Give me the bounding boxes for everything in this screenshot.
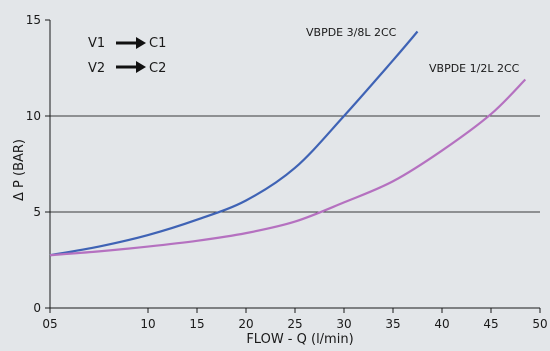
y-axis-label: Δ P (BAR) — [12, 139, 27, 201]
x-tick-label: 45 — [483, 317, 498, 331]
arrow-right-icon — [116, 61, 146, 73]
x-tick-label: 05 — [42, 317, 57, 331]
series-line-2 — [49, 78, 527, 257]
arrow-right-icon — [116, 37, 146, 49]
x-tick-label: 25 — [287, 317, 302, 331]
legend-entry-1-from: V1 — [88, 36, 105, 51]
x-tick-label: 35 — [385, 317, 400, 331]
x-tick-label: 20 — [238, 317, 253, 331]
series — [49, 30, 527, 257]
gridlines — [50, 115, 540, 213]
x-axis-label: FLOW - Q (l/min) — [246, 332, 353, 347]
y-tick-label: 0 — [33, 301, 41, 315]
y-tick-label: 10 — [26, 109, 41, 123]
y-tick-labels: 0 5 10 15 — [26, 13, 50, 315]
y-tick-label: 5 — [33, 205, 41, 219]
legend-entry-2-from: V2 — [88, 61, 105, 76]
series-label-2: VBPDE 1/2L 2CC — [429, 62, 520, 75]
x-tick-labels: 05 10 15 20 25 30 35 40 45 50 — [42, 308, 548, 331]
x-tick-label: 15 — [189, 317, 204, 331]
y-tick-label: 15 — [26, 13, 41, 27]
legend: V1 C1 V2 C2 — [88, 36, 166, 76]
x-tick-label: 40 — [434, 317, 449, 331]
series-line-1 — [49, 30, 419, 257]
legend-entry-1-to: C1 — [149, 36, 166, 51]
series-label-1: VBPDE 3/8L 2CC — [306, 26, 397, 39]
x-tick-label: 10 — [140, 317, 155, 331]
legend-entry-2-to: C2 — [149, 61, 166, 76]
x-tick-label: 50 — [532, 317, 547, 331]
x-tick-label: 30 — [336, 317, 351, 331]
